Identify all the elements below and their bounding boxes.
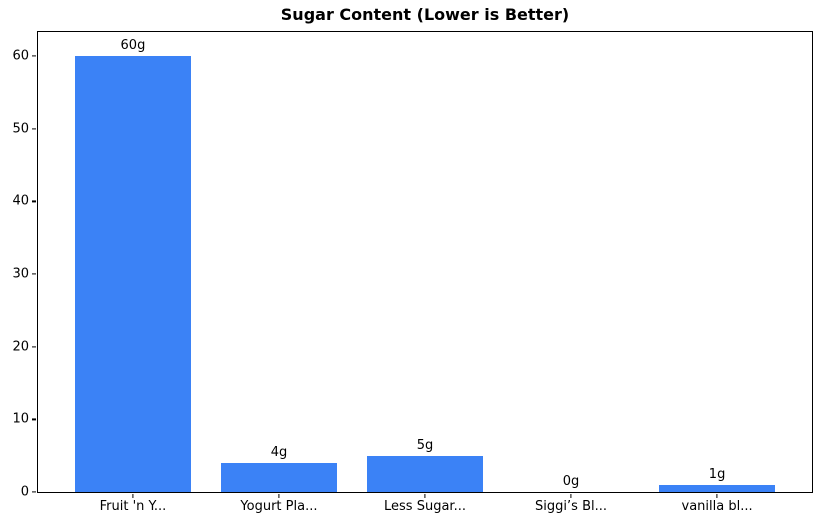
bar-value-label: 1g [708, 466, 726, 482]
x-tick-mark [570, 494, 572, 498]
bar-value-label: 0g [562, 474, 580, 489]
bar-value-label: 5g [416, 437, 434, 453]
x-tick-label: vanilla bl... [681, 499, 753, 514]
x-tick-mark [424, 494, 426, 498]
y-tick-mark [32, 491, 36, 493]
y-tick-label: 30 [12, 266, 29, 282]
y-tick-label: 50 [12, 121, 29, 137]
x-tick-mark [132, 494, 134, 498]
x-tick-mark [716, 494, 718, 498]
y-tick-label: 10 [12, 411, 29, 427]
y-tick-mark [32, 273, 36, 275]
y-tick-label: 40 [12, 193, 29, 209]
bar [220, 462, 338, 492]
x-tick-label: Less Sugar... [384, 499, 466, 514]
x-tick-label: Siggi’s Bl... [535, 499, 608, 514]
y-tick-mark [32, 200, 36, 202]
y-tick-label: 0 [20, 484, 29, 500]
y-tick-label: 60 [12, 48, 29, 64]
y-tick-mark [32, 55, 36, 57]
x-tick-mark [278, 494, 280, 498]
bar [658, 484, 776, 492]
bar [366, 455, 484, 492]
x-tick-label: Yogurt Pla... [240, 499, 318, 514]
bar-value-label: 60g [120, 37, 146, 53]
bar-value-label: 4g [270, 444, 288, 460]
y-tick-label: 20 [12, 339, 29, 355]
plot-area: 60g Fruit 'n Y... 4g Yogurt Pla... 5g Less Su… [12, 31, 813, 513]
bar [74, 55, 192, 492]
y-tick-mark [32, 418, 36, 420]
y-tick-mark [32, 346, 36, 348]
chart-title: Sugar Content (Lower is Better) [280, 5, 570, 24]
x-tick-label: Fruit 'n Y... [99, 499, 167, 514]
y-tick-mark [32, 128, 36, 130]
